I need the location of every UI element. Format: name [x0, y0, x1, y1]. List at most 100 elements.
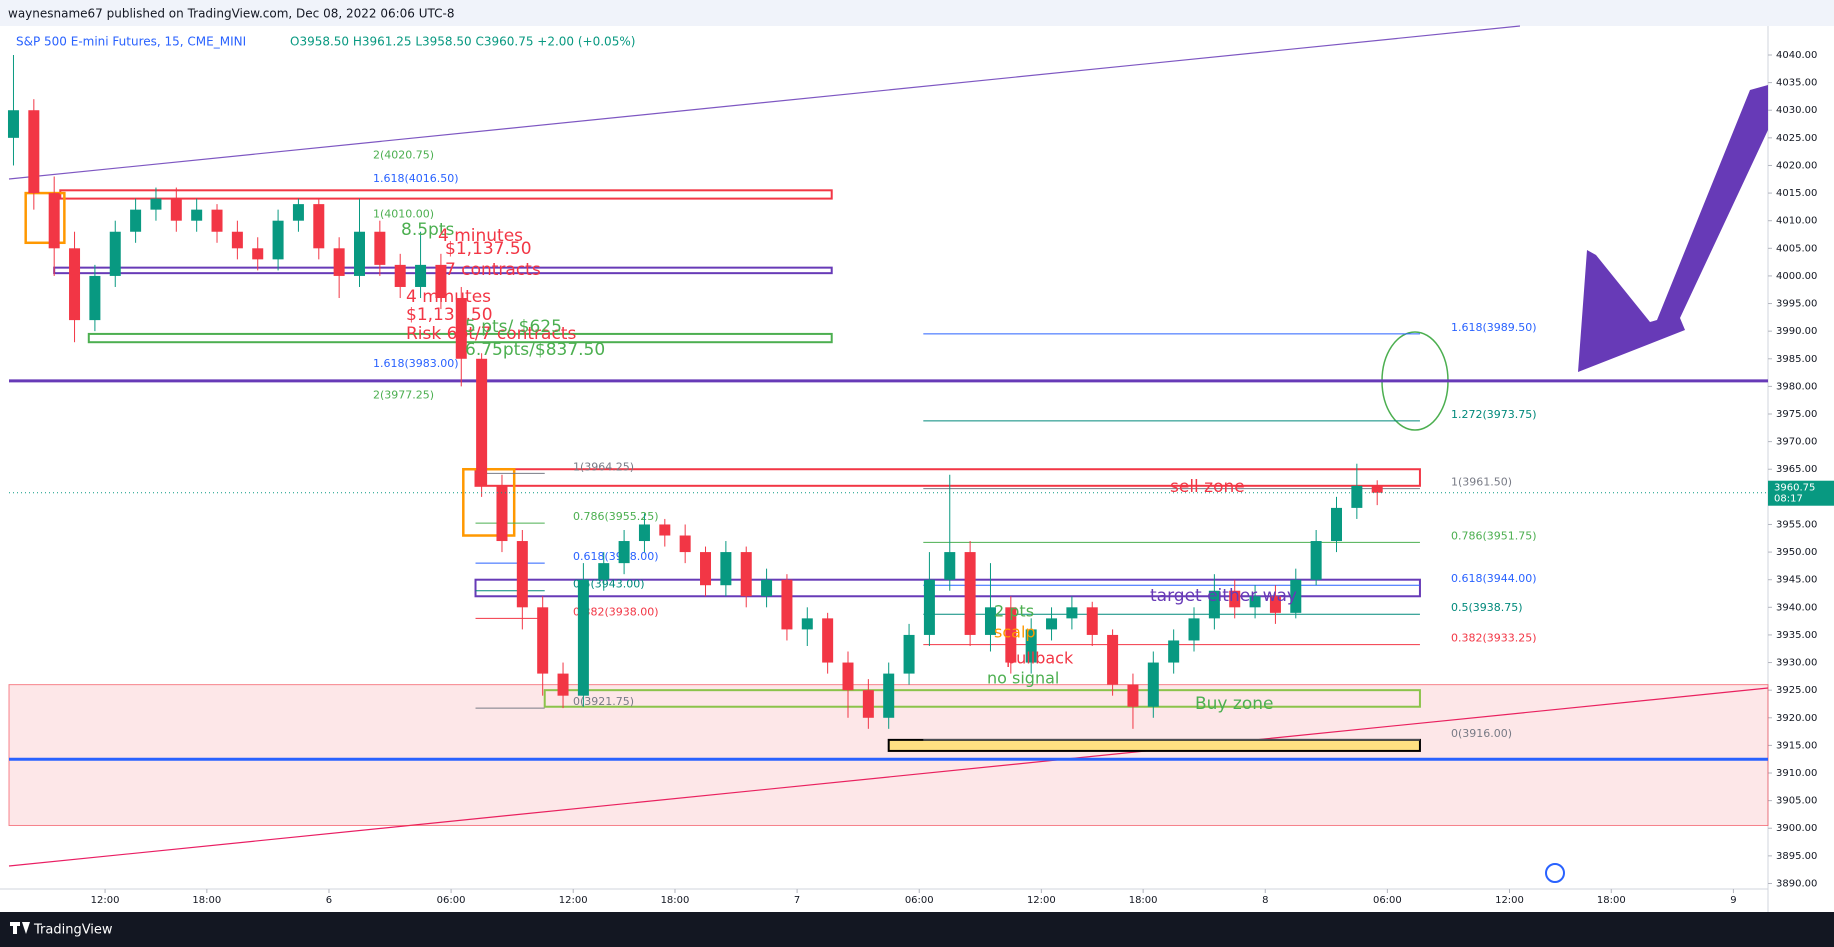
fib-label: 1(3964.25): [573, 460, 634, 473]
fib-label: 1.618(4016.50): [373, 172, 459, 185]
annotation: scalp: [994, 623, 1036, 642]
annotation: 2 pts: [994, 602, 1034, 621]
candle-body: [1127, 684, 1139, 707]
annotation: target either way: [1150, 586, 1297, 606]
candle-body: [516, 541, 528, 608]
header-bar: [0, 0, 1834, 26]
fib-label: 0.786(3955.25): [573, 510, 659, 523]
candle-body: [1330, 507, 1342, 542]
symbol: S&P 500 E-mini Futures, 15, CME_MINI: [16, 35, 246, 49]
arrow: [1578, 85, 1768, 372]
candle-body: [1310, 541, 1322, 580]
candle-body: [1208, 590, 1220, 619]
zone: [59, 189, 833, 200]
y-tick-label: 3920.00: [1776, 713, 1817, 724]
y-tick-label: 3935.00: [1776, 630, 1817, 641]
x-tick-label: 12:00: [559, 895, 588, 906]
candle-body: [48, 193, 60, 249]
y-tick-label: 3970.00: [1776, 437, 1817, 448]
candle-body: [1229, 590, 1241, 608]
x-tick-label: 06:00: [437, 895, 466, 906]
y-tick-label: 3985.00: [1776, 354, 1817, 365]
candle-body: [801, 618, 813, 630]
candle-body: [7, 110, 19, 138]
x-tick-label: 18:00: [1129, 895, 1158, 906]
candle-body: [170, 198, 182, 221]
fib-label: 2(3977.25): [373, 389, 434, 402]
y-tick-label: 3925.00: [1776, 685, 1817, 696]
trend-line: [8, 687, 1769, 867]
candle-body: [598, 563, 610, 580]
candle-body: [883, 673, 895, 718]
x-tick-label: 9: [1730, 895, 1736, 906]
x-tick-label: 18:00: [192, 895, 221, 906]
candle-body: [903, 634, 915, 674]
candle-body: [191, 209, 203, 221]
fib-label: 0.786(3951.75): [1451, 529, 1537, 542]
annotation: Buy zone: [1195, 694, 1273, 714]
candle-body: [313, 204, 325, 249]
last-price-label: 3960.75: [1774, 483, 1815, 494]
candle-body: [28, 110, 40, 194]
candle-body: [476, 358, 488, 486]
candle-body: [679, 535, 691, 553]
candle-body: [700, 552, 712, 586]
candle-body: [272, 220, 284, 260]
y-tick-label: 3910.00: [1776, 768, 1817, 779]
annotation: 4 minutes: [438, 226, 523, 246]
candle-body: [415, 264, 427, 287]
candle-body: [842, 662, 854, 691]
candle-body: [435, 264, 447, 299]
countdown: 08:17: [1774, 494, 1803, 505]
footer-brand: TradingView: [33, 923, 113, 938]
annotation: 4 minutes: [406, 287, 491, 307]
y-tick-label: 3895.00: [1776, 851, 1817, 862]
y-tick-label: 4010.00: [1776, 216, 1817, 227]
candle-body: [1351, 485, 1363, 508]
candle-body: [1371, 485, 1383, 493]
candle-body: [862, 690, 874, 718]
candle-body: [638, 524, 650, 542]
fib-label: 0.382(3933.25): [1451, 632, 1537, 645]
fib-label: 0(3921.75): [573, 695, 634, 708]
annotation: sell zone: [1170, 477, 1245, 497]
fib-label: 0(3916.00): [1451, 727, 1512, 740]
annotation: Risk 6pt/7 contracts: [406, 324, 576, 344]
candle-body: [537, 607, 549, 674]
candle-body: [252, 248, 264, 260]
footer-bar: [0, 912, 1834, 947]
candle-body: [923, 579, 935, 635]
fib-label: 1.618(3983.00): [373, 357, 459, 370]
y-tick-label: 3975.00: [1776, 409, 1817, 420]
candle-body: [1025, 629, 1037, 663]
candle-body: [1168, 640, 1180, 663]
y-tick-label: 3955.00: [1776, 519, 1817, 530]
x-tick-label: 06:00: [905, 895, 934, 906]
candle-body: [69, 248, 81, 321]
annotation: 7 contracts: [445, 260, 541, 280]
y-tick-label: 3995.00: [1776, 299, 1817, 310]
candle-body: [353, 231, 365, 276]
candle-body: [1046, 618, 1058, 630]
fib-label: 0.382(3938.00): [573, 605, 659, 618]
fib-label: 1.618(3989.50): [1451, 321, 1537, 334]
zone: [462, 467, 516, 537]
annotation: $1,137.50: [406, 305, 493, 325]
x-tick-label: 06:00: [1373, 895, 1402, 906]
candle-body: [455, 298, 467, 359]
y-tick-label: 4030.00: [1776, 105, 1817, 116]
candle-body: [394, 264, 406, 287]
x-tick-label: 7: [794, 895, 800, 906]
x-tick-label: 12:00: [91, 895, 120, 906]
candle-body: [618, 541, 630, 564]
candle-body: [761, 579, 773, 597]
trend-line: [8, 25, 1521, 180]
candle-body: [822, 618, 834, 663]
y-tick-label: 4040.00: [1776, 50, 1817, 61]
candle-body: [1107, 634, 1119, 685]
annotation: $1,137.50: [445, 239, 532, 259]
annotation: no signal: [987, 669, 1059, 688]
x-tick-label: 8: [1262, 895, 1268, 906]
